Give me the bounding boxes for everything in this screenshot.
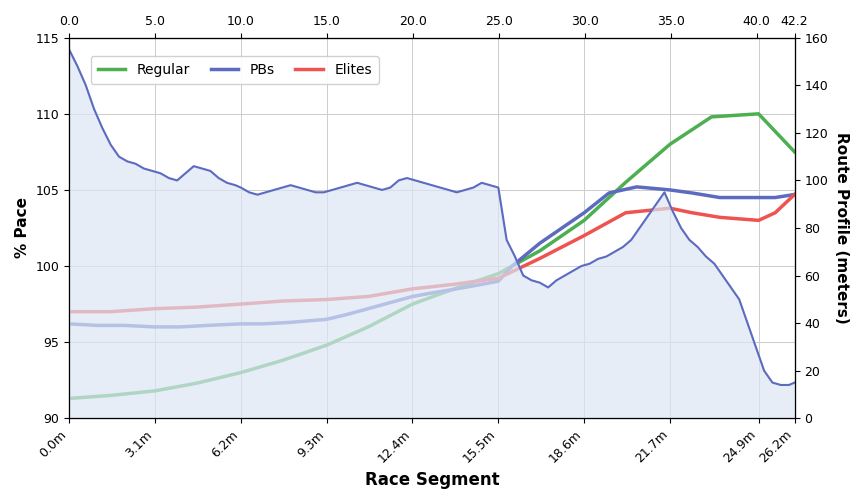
Elites — [715, 214, 725, 220]
Regular — [236, 369, 246, 375]
Regular — [363, 324, 373, 330]
PBs — [715, 195, 725, 201]
Elites — [448, 281, 459, 287]
PBs — [257, 321, 268, 327]
Elites — [493, 275, 504, 281]
PBs — [604, 190, 614, 196]
PBs — [452, 286, 462, 292]
Elites — [321, 296, 332, 302]
Regular — [448, 286, 459, 292]
X-axis label: Race Segment: Race Segment — [365, 471, 499, 489]
Regular — [277, 357, 288, 363]
PBs — [790, 192, 800, 198]
PBs — [664, 187, 675, 193]
Regular — [664, 141, 675, 147]
PBs — [285, 320, 295, 326]
PBs — [687, 190, 697, 196]
Y-axis label: Route Profile (meters): Route Profile (meters) — [834, 132, 849, 324]
Elites — [687, 210, 697, 216]
PBs — [202, 323, 213, 329]
Elites — [664, 205, 675, 211]
PBs — [119, 323, 130, 329]
PBs — [493, 278, 504, 284]
Regular — [191, 380, 201, 386]
Regular — [790, 149, 800, 155]
PBs — [236, 321, 246, 327]
Elites — [64, 308, 74, 314]
PBs — [407, 293, 417, 299]
PBs — [340, 311, 351, 318]
Regular — [105, 393, 116, 399]
PBs — [369, 304, 379, 310]
PBs — [753, 195, 764, 201]
Elites — [770, 210, 780, 216]
Line: Elites: Elites — [69, 195, 795, 311]
Line: Regular: Regular — [69, 114, 795, 399]
PBs — [175, 324, 185, 330]
PBs — [149, 324, 160, 330]
Elites — [277, 298, 288, 304]
Line: PBs: PBs — [69, 187, 795, 327]
PBs — [64, 321, 74, 327]
Regular — [407, 301, 417, 307]
Elites — [407, 286, 417, 292]
Elites — [191, 304, 201, 310]
Regular — [149, 388, 160, 394]
Regular — [321, 342, 332, 348]
Elites — [105, 308, 116, 314]
Regular — [493, 271, 504, 277]
Regular — [707, 114, 717, 120]
PBs — [92, 323, 102, 329]
Regular — [753, 111, 764, 117]
Elites — [236, 301, 246, 307]
Regular — [535, 248, 545, 254]
Y-axis label: % Pace: % Pace — [15, 198, 30, 259]
Regular — [64, 396, 74, 402]
PBs — [321, 317, 332, 323]
PBs — [424, 290, 435, 296]
Elites — [149, 305, 160, 311]
Regular — [620, 179, 631, 185]
Elites — [535, 256, 545, 262]
Elites — [579, 232, 589, 238]
Elites — [790, 192, 800, 198]
Regular — [579, 217, 589, 223]
Elites — [753, 217, 764, 223]
Elites — [620, 210, 631, 216]
PBs — [770, 195, 780, 201]
PBs — [507, 263, 518, 269]
Elites — [363, 293, 373, 299]
PBs — [535, 240, 545, 246]
PBs — [579, 210, 589, 216]
Legend: Regular, PBs, Elites: Regular, PBs, Elites — [91, 56, 379, 84]
PBs — [632, 184, 642, 190]
